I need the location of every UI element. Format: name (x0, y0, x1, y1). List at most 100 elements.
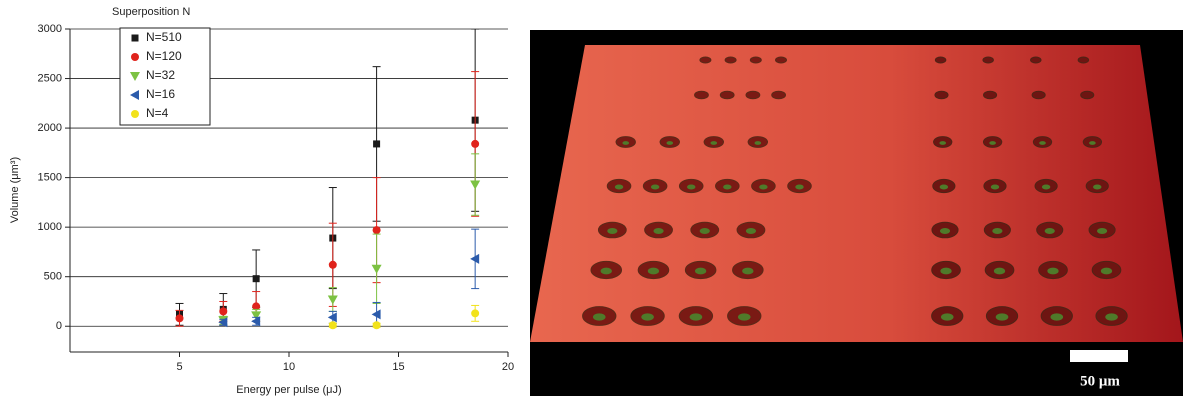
y-tick-label: 500 (44, 271, 62, 283)
photo: 50 μm (530, 30, 1183, 396)
crater-core (710, 141, 717, 145)
y-tick-label: 3000 (38, 23, 62, 35)
crater (1032, 91, 1045, 99)
crater-core (746, 228, 756, 234)
point (329, 321, 337, 329)
scale-bar-label: 50 μm (1080, 373, 1120, 389)
crater-core (687, 185, 695, 190)
point (373, 226, 381, 234)
crater (725, 57, 736, 63)
crater-core (1101, 268, 1112, 275)
legend-marker (131, 53, 139, 61)
crater-core (996, 313, 1009, 320)
crater-core (1097, 228, 1107, 234)
crater (1031, 57, 1042, 63)
point (373, 140, 380, 147)
crater-core (666, 141, 673, 145)
figure: 50 μm Volume (μm³) Energy per pulse (μJ)… (0, 0, 1183, 396)
chart: Volume (μm³) Energy per pulse (μJ) Super… (9, 6, 514, 396)
crater (1078, 57, 1089, 63)
legend-title: Superposition N (112, 6, 190, 18)
y-axis-label: Volume (μm³) (9, 157, 21, 223)
point (373, 321, 381, 329)
crater-core (795, 185, 803, 190)
crater-core (593, 313, 606, 320)
crater-core (1050, 313, 1063, 320)
point (329, 261, 337, 269)
crater-core (653, 228, 663, 234)
crater-core (1105, 313, 1118, 320)
crater-core (755, 141, 762, 145)
crater-core (1047, 268, 1058, 275)
crater-core (742, 268, 753, 275)
crater (750, 57, 761, 63)
crater (700, 57, 711, 63)
point (372, 265, 382, 274)
legend-label: N=510 (146, 30, 182, 44)
crater-core (939, 141, 946, 145)
crater-core (1039, 141, 1046, 145)
crater-core (940, 228, 950, 234)
crater-core (1089, 141, 1096, 145)
crater-core (651, 185, 659, 190)
y-tick-label: 2000 (38, 122, 62, 134)
crater (746, 91, 760, 99)
crater (720, 91, 734, 99)
legend-label: N=16 (146, 87, 175, 101)
crater-core (941, 313, 954, 320)
crater-core (1042, 185, 1050, 190)
legend-label: N=120 (146, 49, 182, 63)
crater-core (607, 228, 617, 234)
crater-core (615, 185, 623, 190)
legend-label: N=32 (146, 68, 175, 82)
crater (935, 91, 948, 99)
point (470, 181, 480, 190)
crater-core (648, 268, 659, 275)
crater-core (723, 185, 731, 190)
crater-core (695, 268, 706, 275)
crater-core (994, 268, 1005, 275)
crater-core (1093, 185, 1101, 190)
crater-core (989, 141, 996, 145)
crater-core (759, 185, 767, 190)
crater-core (940, 268, 951, 275)
crater (776, 57, 787, 63)
legend-marker (132, 35, 139, 42)
y-tick-label: 0 (56, 320, 62, 332)
crater-core (622, 141, 629, 145)
y-tick-label: 1000 (38, 221, 62, 233)
point (471, 140, 479, 148)
crater-core (992, 228, 1002, 234)
crater (935, 57, 946, 63)
legend-marker (131, 110, 139, 118)
plot-area (176, 29, 481, 329)
y-tick-label: 2500 (38, 72, 62, 84)
crater (983, 57, 994, 63)
crater (984, 91, 997, 99)
point (471, 309, 479, 317)
point (219, 307, 227, 315)
crater (1081, 91, 1094, 99)
y-tick-label: 1500 (38, 172, 62, 184)
crater-core (1045, 228, 1055, 234)
x-tick-label: 15 (392, 361, 404, 373)
legend: N=510 N=120 N=32 N=16 N=4 (120, 28, 210, 125)
crater-core (601, 268, 612, 275)
crater (772, 91, 786, 99)
crater (695, 91, 709, 99)
x-axis-label: Energy per pulse (μJ) (236, 384, 341, 396)
sample-surface (530, 45, 1183, 342)
point (328, 295, 338, 304)
crater-core (738, 313, 751, 320)
x-tick-label: 10 (283, 361, 295, 373)
point (176, 314, 184, 322)
crater-core (690, 313, 703, 320)
x-tick-label: 5 (176, 361, 182, 373)
point (253, 275, 260, 282)
crater-core (940, 185, 948, 190)
legend-label: N=4 (146, 106, 169, 120)
crater-core (700, 228, 710, 234)
scale-bar (1070, 350, 1128, 362)
crater-core (991, 185, 999, 190)
x-tick-label: 20 (502, 361, 514, 373)
